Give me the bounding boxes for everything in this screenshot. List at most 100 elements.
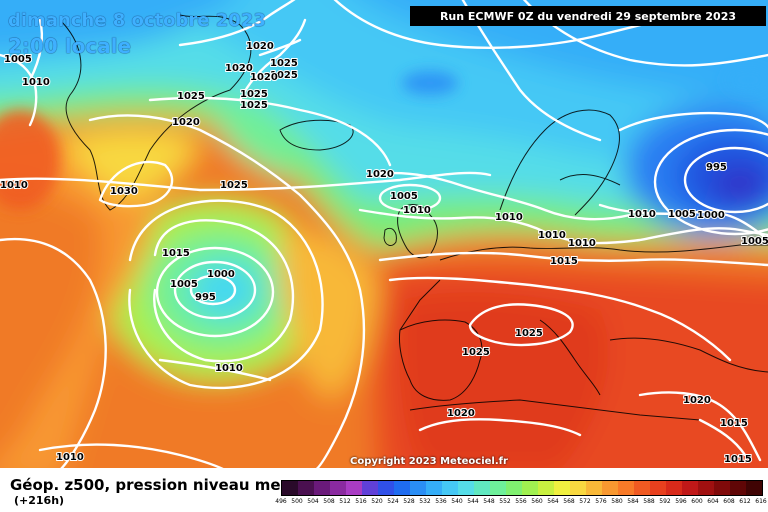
- pressure-labels: 1005 1010 1020 1020 1025 1025 1025 1025 …: [0, 40, 768, 466]
- pressure-label: 1010: [215, 363, 243, 374]
- legend-footer: Géop. z500, pression niveau mer (+216h) …: [0, 468, 768, 512]
- legend-title: Géop. z500, pression niveau mer: [10, 476, 288, 494]
- pressure-label: 1010: [538, 230, 566, 241]
- color-scale-label: 612: [739, 498, 751, 505]
- color-scale-labels: 496 500 504 508 512 516 520 524 528 532 536 540 544 5…: [275, 498, 766, 508]
- geopotential-detail: [0, 68, 768, 210]
- pressure-label: 1015: [550, 256, 578, 267]
- pressure-label: 1010: [628, 209, 656, 220]
- pressure-label: 1010: [22, 77, 50, 88]
- pressure-label: 1020: [447, 408, 475, 419]
- color-scale-swatch: [298, 481, 314, 495]
- pressure-label: 995: [195, 292, 216, 303]
- color-scale-swatch: [602, 481, 618, 495]
- color-scale-label: 576: [595, 498, 607, 505]
- weather-map: 1005 1010 1020 1020 1025 1025 1025 1025 …: [0, 0, 768, 468]
- pressure-label: 1010: [403, 205, 431, 216]
- color-scale-label: 568: [563, 498, 575, 505]
- pressure-label: 1020: [366, 169, 394, 180]
- color-scale-swatch: [378, 481, 394, 495]
- color-scale-swatch: [698, 481, 714, 495]
- pressure-label: 1015: [724, 454, 752, 465]
- color-scale-label: 528: [403, 498, 415, 505]
- pressure-label: 1010: [56, 452, 84, 463]
- pressure-label: 1010: [495, 212, 523, 223]
- color-scale-label: 592: [659, 498, 671, 505]
- color-scale-label: 516: [355, 498, 367, 505]
- color-scale-swatch: [282, 481, 298, 495]
- color-scale-label: 504: [307, 498, 319, 505]
- pressure-label: 1020: [225, 63, 253, 74]
- pressure-label: 1005: [4, 54, 32, 65]
- pressure-label: 1030: [110, 186, 138, 197]
- color-scale-label: 564: [547, 498, 559, 505]
- pressure-label: 1000: [207, 269, 235, 280]
- color-scale-swatch: [714, 481, 730, 495]
- color-scale-label: 580: [611, 498, 623, 505]
- color-scale-swatch: [442, 481, 458, 495]
- color-scale-swatch: [362, 481, 378, 495]
- color-scale-swatch: [490, 481, 506, 495]
- color-scale-swatch: [314, 481, 330, 495]
- color-scale-label: 544: [467, 498, 479, 505]
- color-scale-label: 608: [723, 498, 735, 505]
- pressure-label: 1020: [246, 41, 274, 52]
- color-scale-label: 584: [627, 498, 639, 505]
- color-scale-label: 604: [707, 498, 719, 505]
- run-info-text: Run ECMWF 0Z du vendredi 29 septembre 20…: [439, 9, 737, 23]
- color-scale-swatch: [570, 481, 586, 495]
- color-scale-label: 552: [499, 498, 511, 505]
- color-scale-swatch: [618, 481, 634, 495]
- copyright: Copyright 2023 Meteociel.fr: [350, 456, 508, 467]
- color-scale-swatch: [682, 481, 698, 495]
- color-scale-swatch: [538, 481, 554, 495]
- color-scale-swatch: [346, 481, 362, 495]
- color-scale-label: 496: [275, 498, 287, 505]
- color-scale-swatch: [474, 481, 490, 495]
- color-scale-swatch: [506, 481, 522, 495]
- color-scale-swatch: [554, 481, 570, 495]
- color-scale-label: 532: [419, 498, 431, 505]
- pressure-label: 1020: [250, 72, 278, 83]
- forecast-time: 2:00 locale: [8, 34, 132, 58]
- pressure-label: 1025: [270, 70, 298, 81]
- pressure-label: 995: [706, 162, 727, 173]
- geopotential-map-svg: 1005 1010 1020 1020 1025 1025 1025 1025 …: [0, 0, 768, 468]
- color-scale-swatch: [522, 481, 538, 495]
- pressure-label: 1020: [683, 395, 711, 406]
- color-scale-swatch: [746, 481, 762, 495]
- color-scale-label: 588: [643, 498, 655, 505]
- color-scale-swatch: [666, 481, 682, 495]
- color-scale-swatch: [394, 481, 410, 495]
- pressure-label: 1020: [172, 117, 200, 128]
- color-scale-label: 616: [755, 498, 767, 505]
- color-scale-label: 536: [435, 498, 447, 505]
- pressure-label: 1010: [0, 180, 28, 191]
- pressure-label: 1005: [390, 191, 418, 202]
- pressure-label: 1005: [668, 209, 696, 220]
- pressure-label: 1005: [170, 279, 198, 290]
- color-scale-swatch: [586, 481, 602, 495]
- color-scale-label: 600: [691, 498, 703, 505]
- color-scale-label: 524: [387, 498, 399, 505]
- color-scale-label: 548: [483, 498, 495, 505]
- color-scale-label: 500: [291, 498, 303, 505]
- color-scale-swatch: [410, 481, 426, 495]
- color-scale-swatch: [730, 481, 746, 495]
- color-scale-swatch: [650, 481, 666, 495]
- pressure-label: 1010: [568, 238, 596, 249]
- pressure-label: 1025: [220, 180, 248, 191]
- pressure-label: 1025: [177, 91, 205, 102]
- color-scale-swatch: [426, 481, 442, 495]
- color-scale-label: 508: [323, 498, 335, 505]
- lead-time: (+216h): [14, 494, 65, 507]
- color-scale-label: 560: [531, 498, 543, 505]
- color-scale-label: 596: [675, 498, 687, 505]
- pressure-label: 1025: [240, 89, 268, 100]
- isobars: [0, 0, 768, 468]
- forecast-date: dimanche 8 octobre 2023: [8, 10, 266, 31]
- pressure-label: 1015: [720, 418, 748, 429]
- pressure-label: 1025: [515, 328, 543, 339]
- pressure-label: 1025: [462, 347, 490, 358]
- color-scale-swatch: [458, 481, 474, 495]
